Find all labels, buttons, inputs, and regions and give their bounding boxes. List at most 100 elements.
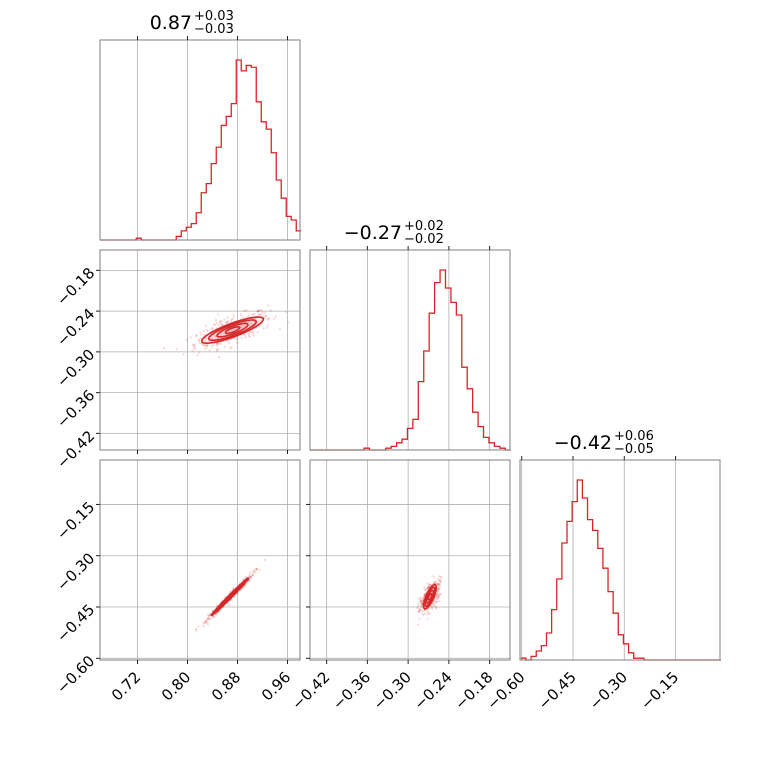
scatter-point bbox=[230, 320, 233, 323]
contours-2 bbox=[422, 583, 437, 610]
scatter-point bbox=[243, 324, 246, 328]
scatter-point bbox=[433, 599, 436, 603]
hist-title-minus-0: −0.03 bbox=[194, 22, 234, 37]
scatter-point bbox=[252, 330, 255, 334]
scatter-point bbox=[434, 596, 437, 599]
xtick-label-col0-1: 0.80 bbox=[158, 668, 194, 704]
scatter-point bbox=[247, 314, 251, 317]
scatter-point bbox=[244, 309, 247, 312]
scatter-point bbox=[218, 321, 221, 324]
scatter-point bbox=[438, 600, 441, 603]
scatter-point bbox=[206, 344, 209, 347]
scatter-point bbox=[420, 603, 423, 607]
scatter-point bbox=[203, 344, 206, 347]
scatter-point bbox=[198, 342, 202, 345]
scatter-point bbox=[240, 325, 243, 328]
scatter-point bbox=[249, 323, 253, 326]
scatter-point bbox=[425, 587, 429, 590]
scatter-point bbox=[223, 345, 226, 348]
scatter-point bbox=[420, 600, 423, 603]
scatter-point bbox=[257, 313, 260, 316]
scatter-point bbox=[204, 339, 207, 343]
scatter-point bbox=[265, 314, 268, 318]
scatter-point bbox=[427, 585, 431, 588]
scatter-point bbox=[243, 333, 246, 336]
scatter-point bbox=[429, 584, 432, 587]
scatter-point bbox=[205, 343, 208, 347]
scatter-point bbox=[228, 590, 232, 594]
scatter-point bbox=[437, 595, 440, 598]
scatter-point bbox=[249, 576, 252, 579]
scatter-point bbox=[432, 575, 435, 578]
panel-frame-2 bbox=[309, 459, 511, 661]
scatter-point bbox=[232, 313, 235, 316]
scatter-point bbox=[249, 323, 252, 327]
scatter-point bbox=[236, 338, 239, 341]
scatter-point bbox=[202, 330, 205, 333]
scatter-point bbox=[197, 351, 201, 354]
scatter-point bbox=[438, 583, 441, 586]
scatter-point bbox=[419, 608, 422, 611]
scatter-point bbox=[239, 313, 242, 316]
hist-title-minus-1: −0.02 bbox=[404, 232, 444, 247]
scatter-point bbox=[212, 344, 215, 347]
scatter-point bbox=[213, 323, 216, 326]
scatter-point bbox=[417, 602, 420, 606]
scatter-point bbox=[244, 336, 247, 339]
scatter-point bbox=[437, 578, 440, 581]
scatter-point bbox=[261, 311, 264, 314]
scatter-point bbox=[418, 600, 421, 603]
scatter-point bbox=[436, 590, 440, 593]
scatter-point bbox=[424, 588, 427, 591]
grid-layer bbox=[100, 40, 676, 660]
scatter-point bbox=[440, 576, 443, 579]
scatter-point bbox=[219, 322, 222, 325]
scatter-point bbox=[416, 623, 420, 626]
scatter-point bbox=[256, 310, 259, 313]
scatter-point bbox=[233, 337, 237, 341]
scatter-point bbox=[219, 319, 222, 323]
scatter-point bbox=[249, 575, 253, 578]
hist-title-median-2: −0.42 bbox=[554, 432, 612, 454]
scatter-point bbox=[206, 344, 209, 347]
scatter-point bbox=[225, 321, 228, 324]
scatter-point bbox=[428, 612, 431, 615]
scatter-point bbox=[216, 344, 219, 347]
scatter-point bbox=[191, 344, 194, 347]
scatter-point bbox=[202, 622, 205, 625]
scatter-point bbox=[197, 339, 200, 342]
scatter-point bbox=[205, 619, 208, 622]
scatter-point bbox=[248, 324, 252, 328]
scatter-point bbox=[209, 618, 212, 621]
ytick-label-row2-3: −0.15 bbox=[53, 498, 98, 543]
scatter-point bbox=[417, 610, 420, 613]
scatter-point bbox=[267, 304, 270, 307]
scatter-point bbox=[417, 605, 420, 608]
scatter-point bbox=[248, 322, 251, 325]
scatter-point bbox=[162, 346, 166, 350]
scatter-point bbox=[232, 587, 235, 590]
hist-title-plus-2: +0.06 bbox=[614, 429, 654, 444]
scatter-point bbox=[247, 334, 250, 337]
scatter-point bbox=[426, 582, 429, 585]
scatter-point bbox=[203, 344, 207, 347]
scatter-point bbox=[247, 321, 250, 324]
scatter-point bbox=[437, 587, 440, 590]
scatter-point bbox=[210, 615, 213, 619]
histogram-0 bbox=[101, 59, 302, 241]
scatter-point bbox=[213, 334, 216, 337]
scatter-point bbox=[421, 598, 425, 602]
scatter-point bbox=[202, 343, 205, 346]
scatter-point bbox=[424, 609, 427, 612]
scatter-point bbox=[434, 606, 437, 610]
scatter-point bbox=[204, 337, 207, 340]
scatter-point bbox=[436, 600, 439, 603]
scatter-point bbox=[423, 588, 426, 591]
scatter-point bbox=[245, 309, 248, 312]
scatter-point bbox=[435, 606, 438, 609]
scatter-point bbox=[256, 331, 259, 334]
scatter-point bbox=[417, 610, 420, 613]
scatter-point bbox=[418, 617, 421, 621]
scatter-point bbox=[252, 312, 255, 316]
hist-frame-1 bbox=[309, 249, 511, 451]
